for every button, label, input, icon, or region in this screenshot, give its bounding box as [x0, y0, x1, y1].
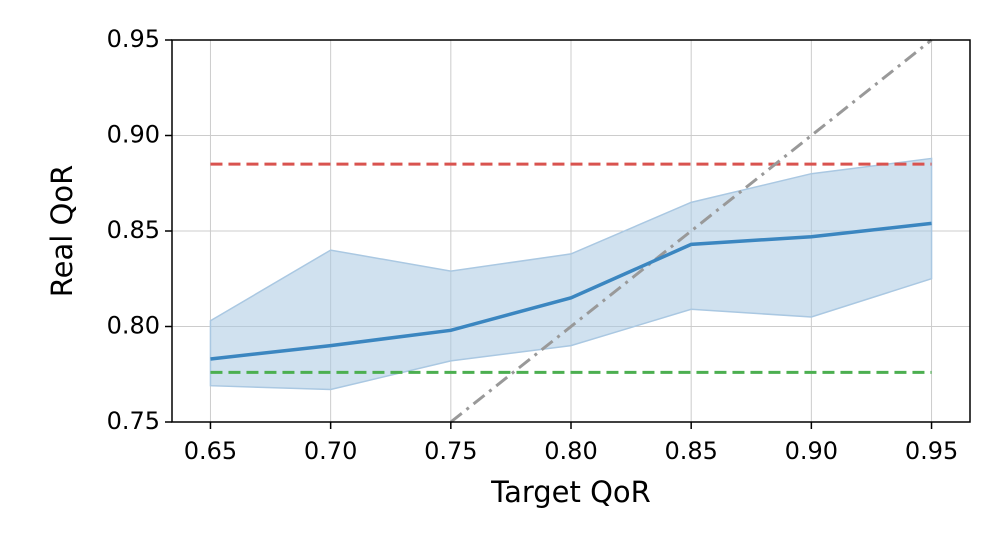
y-tick-label: 0.90 [107, 121, 160, 149]
x-axis-label: Target QoR [490, 475, 651, 509]
plot-frame [171, 39, 971, 423]
x-tick-label: 0.75 [424, 437, 477, 465]
x-tick-label: 0.65 [184, 437, 237, 465]
y-tick-label: 0.85 [107, 216, 160, 244]
data-line [210, 221, 932, 361]
x-tick-label: 0.80 [544, 437, 597, 465]
x-tick-label: 0.90 [785, 437, 838, 465]
y-axis-label: Real QoR [45, 165, 79, 297]
x-tick-label: 0.70 [304, 437, 357, 465]
confidence-band [209, 157, 933, 391]
y-tick-label: 0.80 [107, 312, 160, 340]
x-tick-label: 0.85 [664, 437, 717, 465]
x-tick-label: 0.95 [905, 437, 958, 465]
y-tick-label: 0.75 [107, 407, 160, 435]
y-tick-label: 0.95 [107, 25, 160, 53]
